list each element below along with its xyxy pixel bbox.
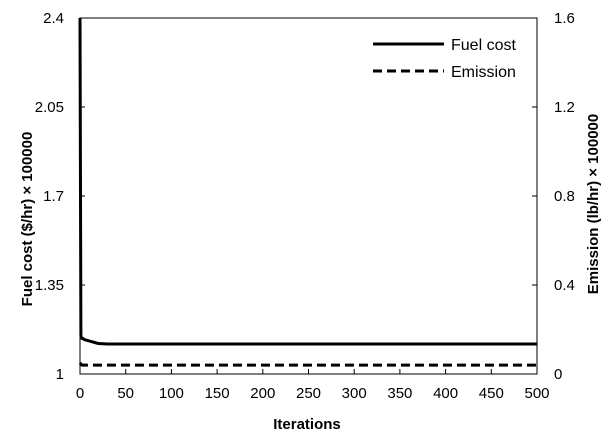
x-tick-label: 350 — [387, 385, 412, 402]
right-y-tick-label: 1.6 — [554, 10, 575, 27]
x-tick-label: 450 — [479, 385, 504, 402]
legend-emission-label: Emission — [451, 64, 516, 81]
x-tick-label: 0 — [76, 385, 84, 402]
left-y-tick-label: 1 — [56, 366, 64, 383]
x-tick-label: 200 — [250, 385, 275, 402]
right-y-tick-label: 1.2 — [554, 99, 575, 116]
right-y-tick-label: 0 — [554, 366, 562, 383]
right-y-tick-label: 0.8 — [554, 188, 575, 205]
series-layer — [78, 17, 537, 367]
right-y-axis-label: Emission (lb/hr) × 100000 — [585, 114, 602, 295]
x-tick-label: 300 — [342, 385, 367, 402]
left-y-tick-label: 2.05 — [35, 99, 64, 116]
series-line-emission — [78, 361, 537, 367]
x-axis-label: Iterations — [273, 416, 341, 433]
left-y-tick-label: 1.35 — [35, 277, 64, 294]
x-tick-label: 100 — [159, 385, 184, 402]
x-tick-label: 250 — [296, 385, 321, 402]
left-y-axis-label: Fuel cost ($/hr) × 100000 — [19, 132, 36, 307]
left-y-axis-ticks: 1 1.35 1.7 2.05 2.4 — [35, 10, 85, 383]
right-y-tick-label: 0.4 — [554, 277, 575, 294]
left-y-tick-label: 1.7 — [43, 188, 64, 205]
left-y-tick-label: 2.4 — [43, 10, 64, 27]
series-line-fuel-cost — [78, 17, 537, 346]
x-tick-label: 400 — [433, 385, 458, 402]
x-axis-ticks: 0 50 100 150 200 250 300 350 400 450 500 — [76, 369, 550, 402]
x-tick-label: 150 — [205, 385, 230, 402]
legend: Fuel cost Emission — [373, 37, 516, 81]
right-y-axis-ticks: 0 0.4 0.8 1.2 1.6 — [532, 10, 575, 383]
legend-fuel-cost-label: Fuel cost — [451, 37, 516, 54]
x-tick-label: 50 — [117, 385, 134, 402]
x-tick-label: 500 — [524, 385, 549, 402]
